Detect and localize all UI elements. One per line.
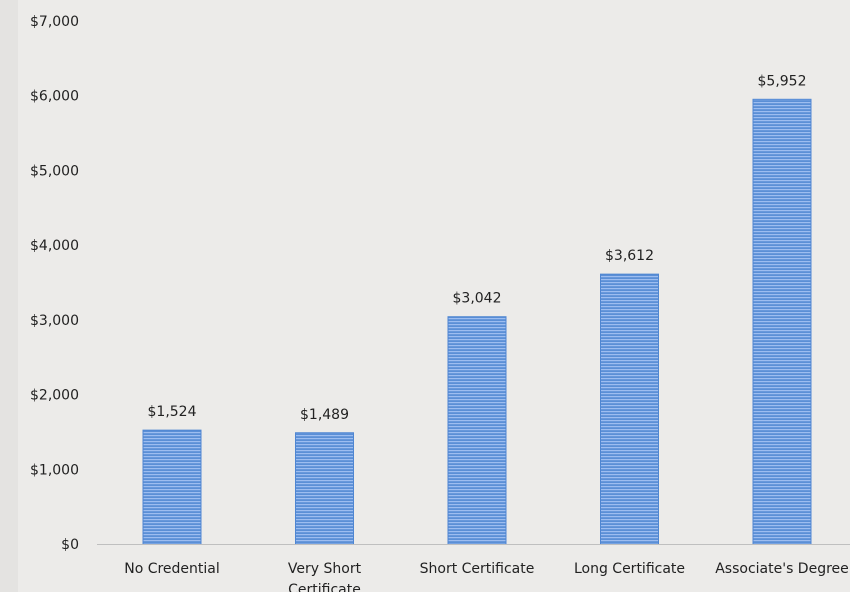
data-labels: $1,524 $1,489 $3,042 $3,612 $5,952 bbox=[148, 73, 807, 422]
bar bbox=[142, 429, 202, 545]
bar bbox=[447, 316, 507, 545]
data-label: $3,612 bbox=[605, 248, 654, 264]
x-tick-label: Long Certificate bbox=[574, 561, 685, 577]
y-tick-label: $5,000 bbox=[30, 163, 79, 179]
y-tick-label: $3,000 bbox=[30, 313, 79, 329]
x-axis: No Credential Very Short Certificate Short … bbox=[97, 544, 850, 592]
bar bbox=[295, 432, 354, 545]
data-label: $3,042 bbox=[453, 291, 502, 307]
y-tick-label: $4,000 bbox=[30, 238, 79, 254]
bars bbox=[142, 98, 812, 545]
left-margin-band bbox=[0, 0, 18, 592]
x-tick-label: Short Certificate bbox=[420, 561, 535, 577]
bar bbox=[600, 273, 659, 545]
x-tick-label: Very Short Certificate bbox=[288, 561, 362, 592]
data-label: $1,524 bbox=[148, 404, 197, 420]
y-tick-label: $2,000 bbox=[30, 388, 79, 404]
y-tick-label: $1,000 bbox=[30, 462, 79, 478]
y-tick-label: $6,000 bbox=[30, 89, 79, 105]
y-axis: $0 $1,000 $2,000 $3,000 $4,000 $5,000 $6,000 $7… bbox=[30, 14, 79, 553]
data-label: $5,952 bbox=[758, 73, 807, 89]
data-label: $1,489 bbox=[300, 407, 349, 423]
x-tick-label: No Credential bbox=[124, 561, 220, 577]
bar bbox=[752, 98, 812, 545]
y-tick-label: $0 bbox=[61, 537, 79, 553]
y-tick-label: $7,000 bbox=[30, 14, 79, 30]
x-tick-label: Associate's Degree bbox=[715, 561, 849, 577]
